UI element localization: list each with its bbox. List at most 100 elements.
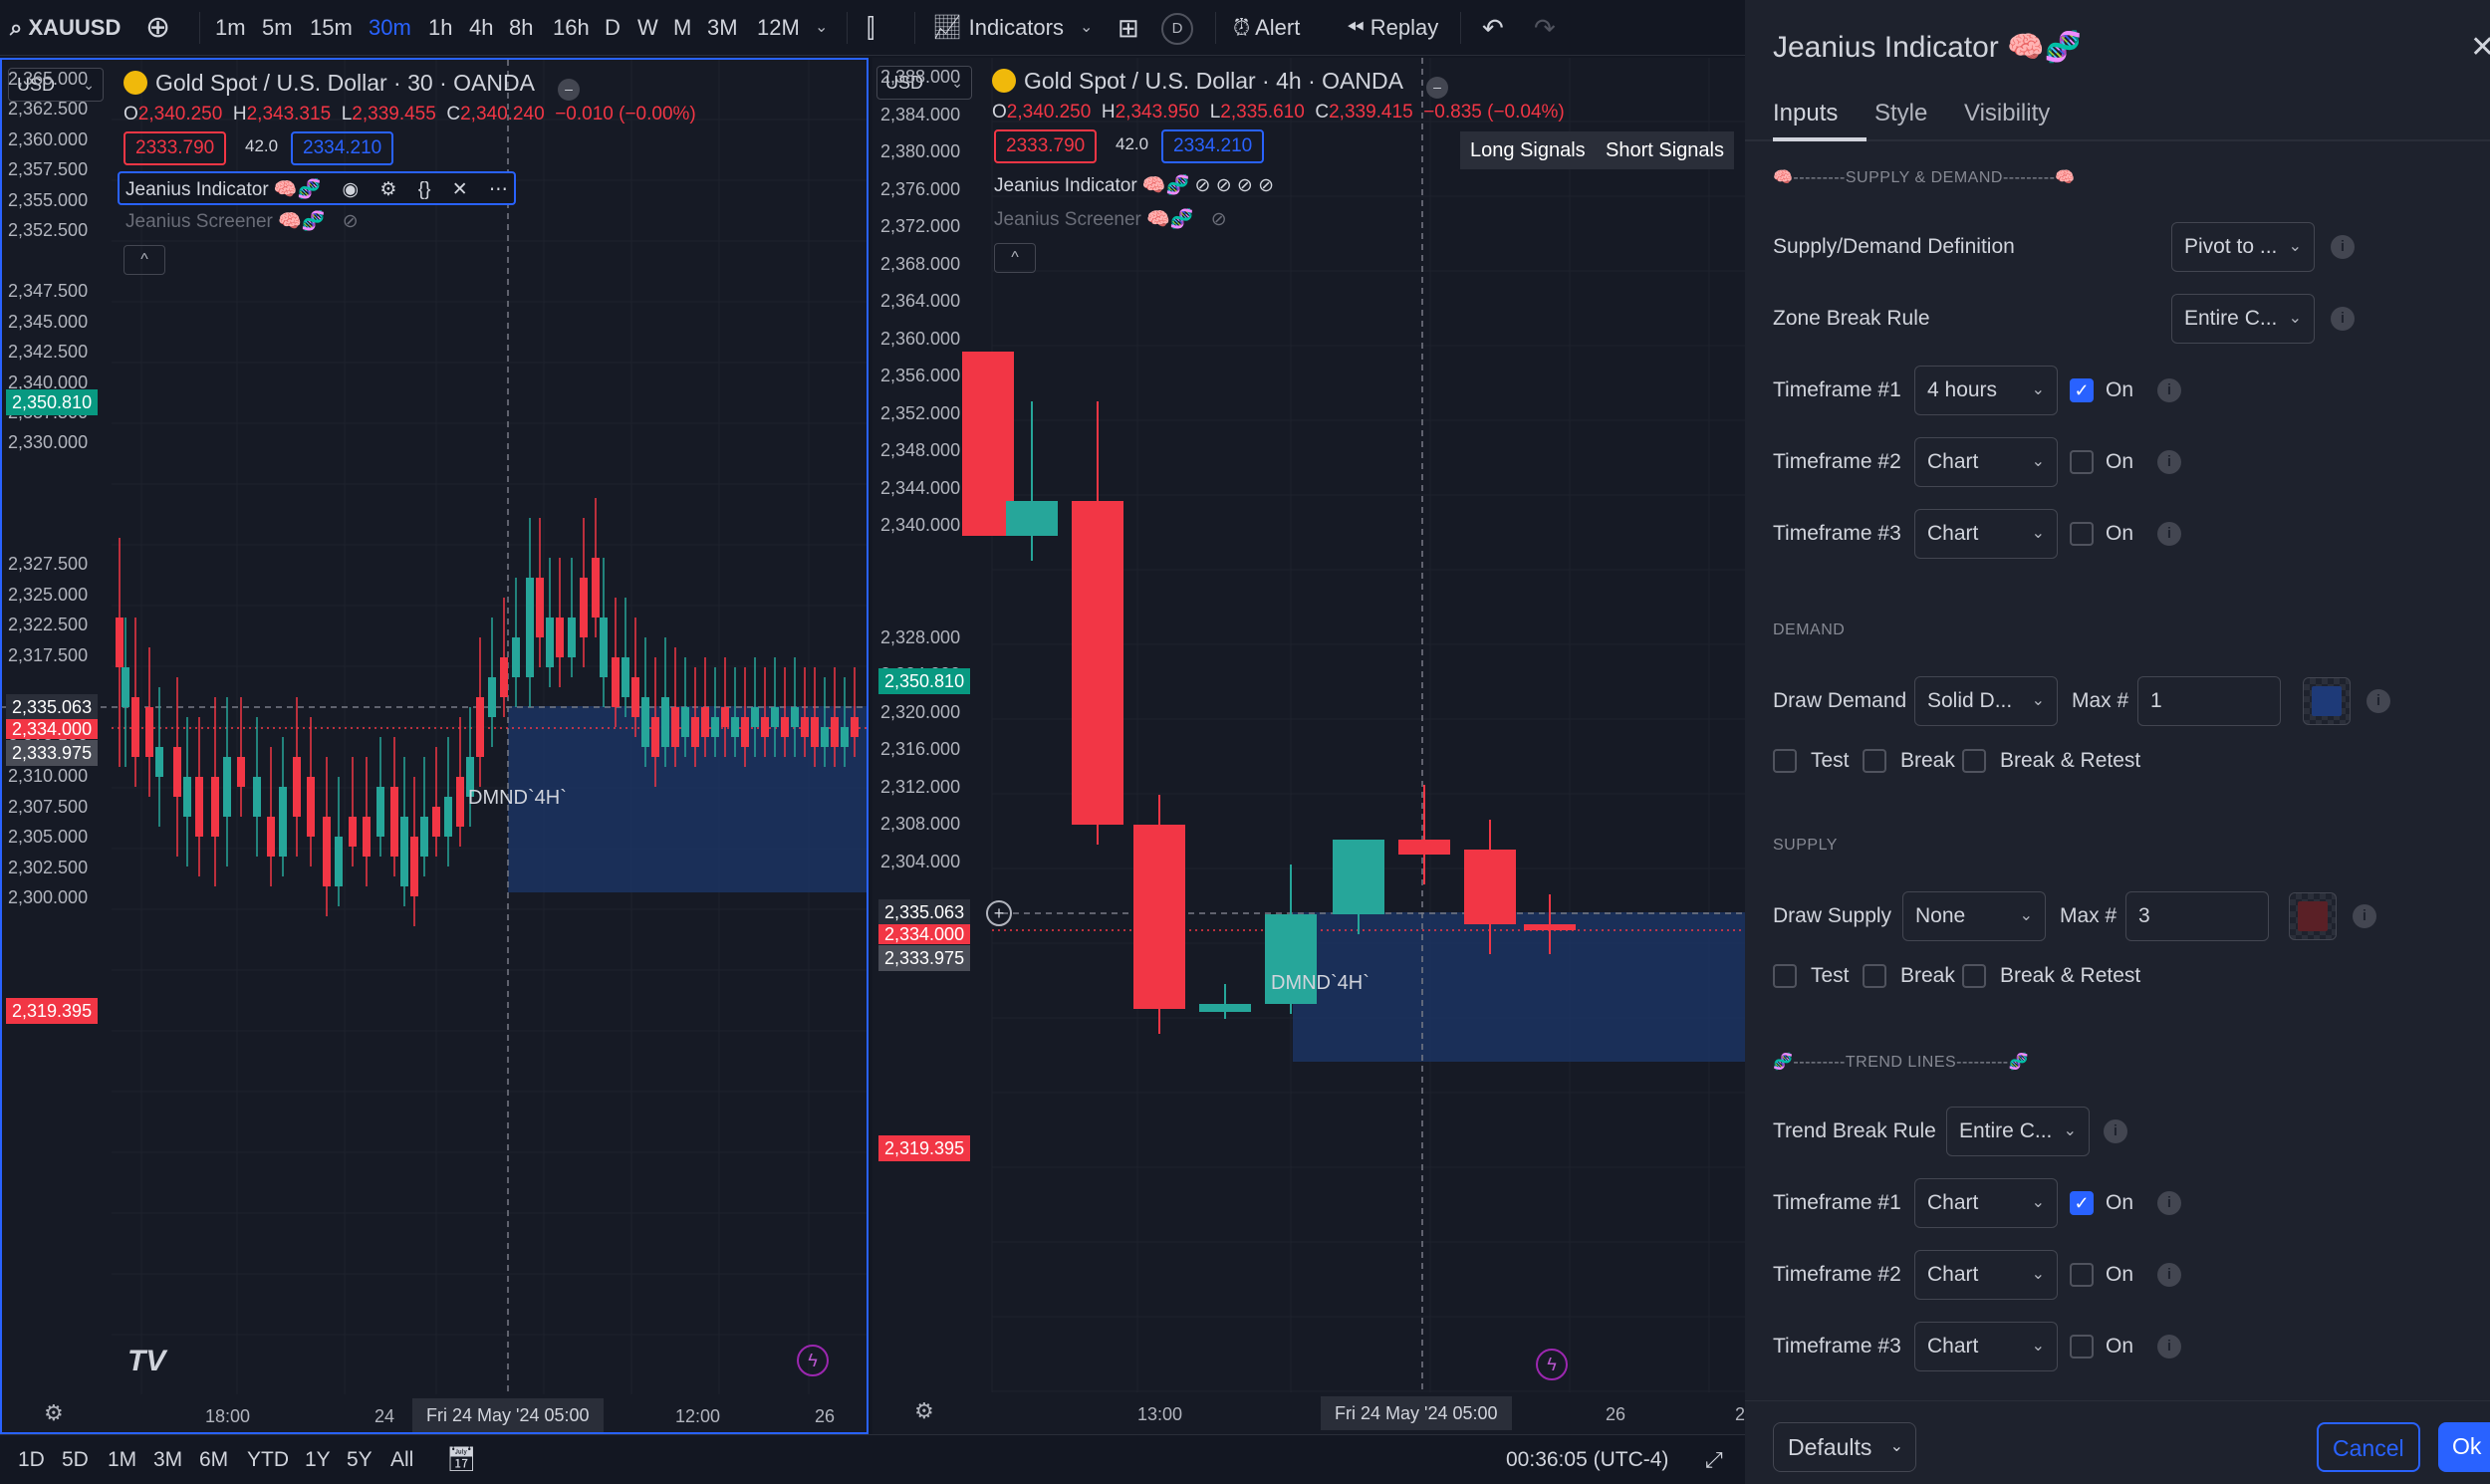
info-icon[interactable]: i [2157, 522, 2181, 546]
sd-timeframe-1-checkbox[interactable]: ✓ [2070, 378, 2094, 402]
remove-x-icon[interactable]: ✕ [451, 179, 468, 200]
interval-w[interactable]: W [637, 15, 658, 40]
interval-m[interactable]: M [673, 15, 692, 40]
sd-timeframe-3-select[interactable]: Chart ⌄ [1914, 509, 2058, 559]
candle-type-icon[interactable]: ⫿ [867, 13, 875, 43]
supply-break-checkbox[interactable] [1863, 964, 1886, 988]
lightning-icon[interactable]: ϟ [1536, 1349, 1568, 1380]
short-signals-button[interactable]: Short Signals [1596, 131, 1734, 169]
zone-break-select[interactable]: Entire C... ⌄ [2171, 294, 2315, 344]
supply-max-input[interactable]: 3 [2125, 891, 2269, 941]
range-3m[interactable]: 3M [153, 1448, 183, 1471]
info-icon[interactable]: i [2331, 307, 2355, 331]
info-icon[interactable]: i [2157, 378, 2181, 402]
demand-test-checkbox[interactable] [1773, 749, 1797, 773]
supply-break-retest-checkbox[interactable] [1962, 964, 1986, 988]
eye-icon[interactable]: ◉ [342, 179, 360, 200]
interval-dropdown-chevron-icon[interactable]: ⌄ [815, 19, 829, 36]
demand-break-retest-checkbox[interactable] [1962, 749, 1986, 773]
session-clock[interactable]: 00:36:05 (UTC-4) [1506, 1448, 1669, 1471]
ok-button[interactable]: Ok [2438, 1422, 2490, 1472]
defaults-dropdown[interactable]: Defaults ⌄ [1773, 1422, 1916, 1472]
tab-visibility[interactable]: Visibility [1964, 100, 2051, 126]
undo-icon[interactable]: ↶ [1482, 13, 1504, 43]
calendar-icon[interactable]: 📅︎ [446, 1446, 477, 1473]
interval-15m[interactable]: 15m [310, 15, 353, 40]
indicators-button[interactable]: 📈︎ Indicators [932, 0, 1064, 56]
add-crosshair-icon[interactable]: + [986, 900, 1012, 926]
long-signals-button[interactable]: Long Signals [1460, 131, 1596, 169]
info-icon[interactable]: i [2157, 1263, 2181, 1287]
sd-timeframe-2-checkbox[interactable] [2070, 450, 2094, 474]
hidden-eye-icon[interactable]: ⊘ [1210, 209, 1227, 230]
range-1d[interactable]: 1D [18, 1448, 45, 1471]
settings-gear-icon[interactable]: ⚙ [379, 179, 397, 200]
range-1m[interactable]: 1M [108, 1448, 137, 1471]
demand-max-input[interactable]: 1 [2137, 676, 2281, 726]
expand-icon[interactable]: ⤢ [1705, 1447, 1723, 1472]
screener-legend-row[interactable]: Jeanius Screener 🧠🧬 ⊘ [994, 207, 1227, 231]
demand-break-checkbox[interactable] [1863, 749, 1886, 773]
chart-title[interactable]: Gold Spot / U.S. Dollar · 30 · OANDA – [124, 70, 581, 101]
trend-break-select[interactable]: Entire C... ⌄ [1946, 1107, 2090, 1156]
info-icon[interactable]: i [2104, 1119, 2127, 1143]
interval-1m[interactable]: 1m [215, 15, 246, 40]
info-icon[interactable]: i [2366, 689, 2390, 713]
trend-timeframe-3-select[interactable]: Chart ⌄ [1914, 1322, 2058, 1371]
info-icon[interactable]: i [2353, 904, 2376, 928]
tradingview-logo[interactable]: TV [127, 1345, 166, 1377]
sd-timeframe-1-select[interactable]: 4 hours ⌄ [1914, 366, 2058, 415]
draw-supply-select[interactable]: None ⌄ [1902, 891, 2046, 941]
compare-add-icon[interactable]: ⊕ [145, 11, 171, 44]
collapse-legend-button[interactable]: ^ [994, 243, 1036, 273]
sd-timeframe-2-select[interactable]: Chart ⌄ [1914, 437, 2058, 487]
collapse-legend-button[interactable]: ^ [124, 245, 165, 275]
indicator-legend-row[interactable]: Jeanius Indicator 🧠🧬 ⊘ ⊘ ⊘ ⊘ [994, 169, 1274, 203]
interval-d[interactable]: D [605, 15, 621, 40]
more-dots-icon[interactable]: ⋯ [488, 179, 508, 200]
chart-settings-icon[interactable]: ⚙ [914, 1398, 934, 1423]
chart-title[interactable]: Gold Spot / U.S. Dollar · 4h · OANDA – [992, 68, 1449, 99]
currency-select[interactable]: USD ⌄ [876, 66, 972, 100]
chart-pane-4h[interactable]: USD ⌄ Gold Spot / U.S. Dollar · 4h · OAND… [872, 58, 1745, 1434]
symbol-search[interactable]: ⌕ XAUUSD [10, 0, 121, 56]
info-icon[interactable]: i [2331, 235, 2355, 259]
interval-1h[interactable]: 1h [428, 15, 453, 40]
bid-price-button[interactable]: 2333.790 [994, 129, 1098, 163]
sd-definition-select[interactable]: Pivot to ... ⌄ [2171, 222, 2315, 272]
ask-price-button[interactable]: 2334.210 [291, 131, 394, 165]
range-5y[interactable]: 5Y [347, 1448, 373, 1471]
interval-16h[interactable]: 16h [553, 15, 590, 40]
market-status-icon[interactable]: – [1426, 77, 1449, 99]
chart-canvas-30m[interactable] [2, 60, 867, 1432]
ask-price-button[interactable]: 2334.210 [1161, 129, 1265, 163]
info-icon[interactable]: i [2157, 1335, 2181, 1359]
sd-timeframe-3-checkbox[interactable] [2070, 522, 2094, 546]
info-icon[interactable]: i [2157, 1191, 2181, 1215]
trend-timeframe-2-select[interactable]: Chart ⌄ [1914, 1250, 2058, 1300]
range-all[interactable]: All [390, 1448, 414, 1471]
demand-color-swatch[interactable] [2303, 677, 2351, 725]
trend-timeframe-1-checkbox[interactable]: ✓ [2070, 1191, 2094, 1215]
close-icon[interactable]: ✕ [2470, 31, 2490, 64]
indicator-legend-row[interactable]: Jeanius Indicator 🧠🧬 ◉ ⚙ {} ✕ ⋯ [118, 171, 516, 205]
tab-style[interactable]: Style [1874, 100, 1928, 126]
tab-inputs[interactable]: Inputs [1773, 100, 1839, 126]
interval-30m[interactable]: 30m [369, 15, 411, 40]
replay-button[interactable]: ⏪︎ Replay [1347, 0, 1438, 56]
range-6m[interactable]: 6M [199, 1448, 229, 1471]
chart-canvas-4h[interactable] [872, 58, 1745, 1434]
chart-pane-30m[interactable]: USD ⌄ Gold Spot / U.S. Dollar · 30 · OAND… [0, 58, 869, 1434]
supply-color-swatch[interactable] [2289, 892, 2337, 940]
trend-timeframe-1-select[interactable]: Chart ⌄ [1914, 1178, 2058, 1228]
redo-icon[interactable]: ↷ [1534, 13, 1556, 43]
chart-settings-icon[interactable]: ⚙ [44, 1400, 64, 1425]
screener-legend-row[interactable]: Jeanius Screener 🧠🧬 ⊘ [125, 209, 359, 233]
currency-select[interactable]: USD ⌄ [8, 68, 104, 102]
range-1y[interactable]: 1Y [305, 1448, 331, 1471]
interval-8h[interactable]: 8h [509, 15, 534, 40]
layout-grid-icon[interactable]: ⊞ [1118, 13, 1139, 43]
cancel-button[interactable]: Cancel [2317, 1422, 2420, 1472]
trend-timeframe-3-checkbox[interactable] [2070, 1335, 2094, 1359]
indicators-chevron-icon[interactable]: ⌄ [1080, 19, 1094, 36]
